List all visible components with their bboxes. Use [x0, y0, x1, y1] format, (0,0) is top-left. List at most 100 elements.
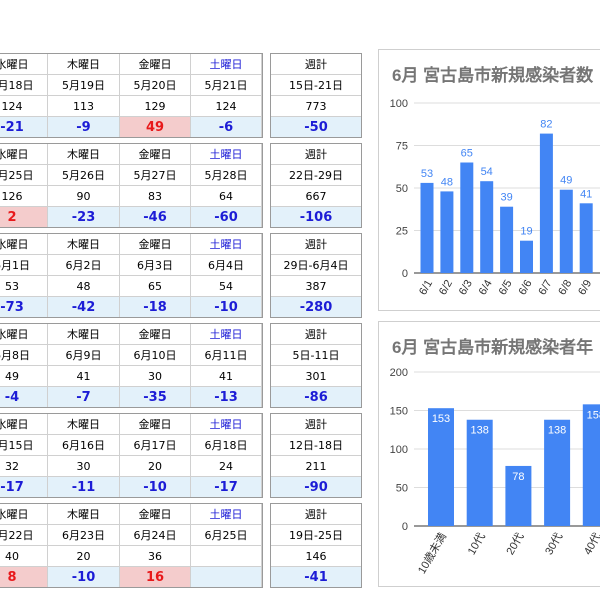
dates-cell: 6月1日: [0, 254, 48, 276]
value-label: 138: [548, 425, 566, 437]
dates-cell: 5月20日: [119, 74, 191, 96]
bar: [420, 182, 434, 273]
diff-cell: -7: [47, 386, 120, 408]
counts-cell: 32: [0, 455, 48, 477]
diff-cell: -17: [0, 476, 48, 498]
bar: [466, 419, 493, 526]
header-cell: 土曜日: [190, 233, 262, 255]
header-cell: 水曜日: [0, 53, 48, 75]
header-cell: 木曜日: [47, 503, 120, 525]
y-tick-label: 50: [396, 483, 408, 495]
counts-cell: 126: [0, 185, 48, 207]
counts-cell: 40: [0, 545, 48, 567]
bar: [460, 162, 474, 273]
dates-cell: 5日-11日: [270, 344, 362, 366]
diff-cell: -106: [270, 206, 362, 228]
counts-cell: 387: [270, 275, 362, 297]
header-cell: 水曜日: [0, 143, 48, 165]
y-tick-label: 0: [402, 268, 408, 280]
header-cell: 水曜日: [0, 323, 48, 345]
y-tick-label: 100: [390, 98, 408, 110]
counts-cell: 301: [270, 365, 362, 387]
header-cell: 週計: [270, 323, 362, 345]
daily-chart: 6月 宮古島市新規感染者数0255075100536/1486/2656/354…: [378, 49, 600, 311]
dates-cell: 6月4日: [190, 254, 262, 276]
diff-cell: -18: [119, 296, 191, 318]
dates-cell: 6月16日: [47, 434, 120, 456]
dates-cell: 6月17日: [119, 434, 191, 456]
dates-cell: 5月19日: [47, 74, 120, 96]
counts-cell: [190, 545, 262, 567]
diff-cell: 16: [119, 566, 191, 588]
y-tick-label: 100: [390, 444, 408, 456]
header-cell: 週計: [270, 413, 362, 435]
bar: [539, 133, 553, 273]
header-cell: 金曜日: [119, 233, 191, 255]
dates-cell: 6月15日: [0, 434, 48, 456]
value-label: 78: [512, 471, 524, 483]
value-label: 65: [461, 148, 473, 160]
bar: [559, 189, 573, 273]
diff-cell: -21: [0, 116, 48, 138]
chart-title: 6月 宮古島市新規感染者数: [392, 65, 594, 85]
dates-cell: 6月11日: [190, 344, 262, 366]
diff-cell: -50: [270, 116, 362, 138]
dates-cell: 5月18日: [0, 74, 48, 96]
value-label: 48: [441, 176, 453, 188]
counts-cell: 30: [47, 455, 120, 477]
bar: [505, 465, 532, 526]
header-cell: 木曜日: [47, 413, 120, 435]
header-cell: 金曜日: [119, 413, 191, 435]
diff-cell: -60: [190, 206, 262, 228]
dates-cell: 6月25日: [190, 524, 262, 546]
diff-cell: -6: [190, 116, 262, 138]
dates-cell: 6月3日: [119, 254, 191, 276]
diff-cell: 2: [0, 206, 48, 228]
diff-cell: -17: [190, 476, 262, 498]
header-cell: 土曜日: [190, 503, 262, 525]
dates-cell: 6月23日: [47, 524, 120, 546]
chart-title: 6月 宮古島市新規感染者年: [392, 337, 593, 357]
diff-cell: -90: [270, 476, 362, 498]
header-cell: 土曜日: [190, 323, 262, 345]
dates-cell: 6月24日: [119, 524, 191, 546]
value-label: 39: [500, 192, 512, 204]
value-label: 158: [587, 409, 600, 421]
counts-cell: 53: [0, 275, 48, 297]
y-tick-label: 200: [390, 367, 408, 379]
counts-cell: 49: [0, 365, 48, 387]
value-label: 82: [540, 119, 552, 131]
bar: [582, 404, 600, 526]
diff-cell: -10: [119, 476, 191, 498]
value-label: 41: [580, 188, 592, 200]
dates-cell: 5月28日: [190, 164, 262, 186]
counts-cell: 41: [47, 365, 120, 387]
counts-cell: 667: [270, 185, 362, 207]
header-cell: 水曜日: [0, 233, 48, 255]
dates-cell: 6月9日: [47, 344, 120, 366]
bar: [520, 240, 533, 273]
header-cell: 週計: [270, 503, 362, 525]
header-cell: 水曜日: [0, 413, 48, 435]
header-cell: 木曜日: [47, 143, 120, 165]
dates-cell: 6月10日: [119, 344, 191, 366]
dates-cell: 5月27日: [119, 164, 191, 186]
diff-cell: -11: [47, 476, 120, 498]
counts-cell: 20: [47, 545, 120, 567]
counts-cell: 773: [270, 95, 362, 117]
dates-cell: 6月22日: [0, 524, 48, 546]
counts-cell: 48: [47, 275, 120, 297]
diff-cell: -42: [47, 296, 120, 318]
bar: [579, 203, 593, 273]
diff-cell: -9: [47, 116, 120, 138]
header-cell: 木曜日: [47, 323, 120, 345]
header-cell: 週計: [270, 143, 362, 165]
value-label: 138: [471, 425, 489, 437]
bar: [428, 408, 454, 526]
y-tick-label: 0: [402, 521, 408, 533]
counts-cell: 24: [190, 455, 262, 477]
dates-cell: 6月2日: [47, 254, 120, 276]
header-cell: 木曜日: [47, 53, 120, 75]
counts-cell: 90: [47, 185, 120, 207]
